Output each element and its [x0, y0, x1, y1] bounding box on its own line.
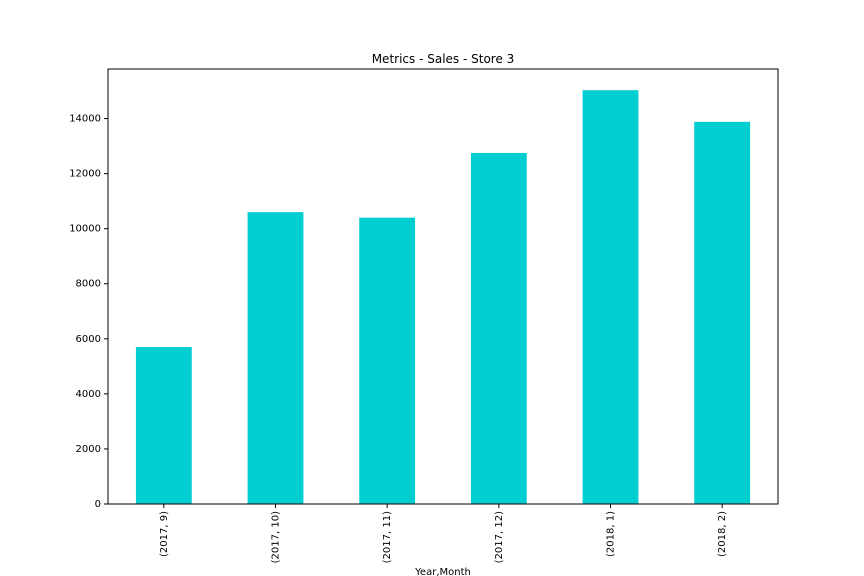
bar-1 — [247, 212, 304, 504]
x-tick-label-5: (2018, 2) — [717, 511, 728, 557]
bar-0 — [135, 347, 192, 504]
bar-5 — [694, 121, 751, 505]
x-tick-label-0: (2017, 9) — [159, 511, 170, 557]
bar-4 — [582, 90, 639, 504]
y-tick-label-1: 2000 — [76, 444, 101, 455]
y-tick-label-5: 10000 — [69, 224, 101, 235]
y-tick-label-6: 12000 — [69, 169, 101, 180]
y-tick-label-7: 14000 — [69, 114, 101, 125]
y-tick-label-4: 8000 — [76, 279, 101, 290]
y-axis: 0 2000 4000 6000 8000 10000 12000 14000 — [69, 114, 108, 510]
bar-3 — [470, 152, 527, 505]
x-tick-label-4: (2018, 1) — [606, 511, 617, 557]
x-axis: (2017, 9) (2017, 10) (2017, 11) (2017, 12) (… — [159, 504, 728, 563]
y-tick-label-2: 4000 — [76, 389, 101, 400]
x-tick-label-2: (2017, 11) — [382, 511, 393, 563]
chart-title: Metrics - Sales - Store 3 — [372, 52, 515, 66]
plot-frame — [107, 68, 779, 505]
x-axis-label: Year,Month — [414, 567, 471, 576]
bar-2 — [359, 217, 416, 504]
y-tick-label-3: 6000 — [76, 334, 101, 345]
bars-group — [135, 90, 751, 505]
x-tick-label-1: (2017, 10) — [271, 511, 282, 563]
x-tick-label-3: (2017, 12) — [494, 511, 505, 563]
y-tick-label-0: 0 — [95, 499, 101, 510]
